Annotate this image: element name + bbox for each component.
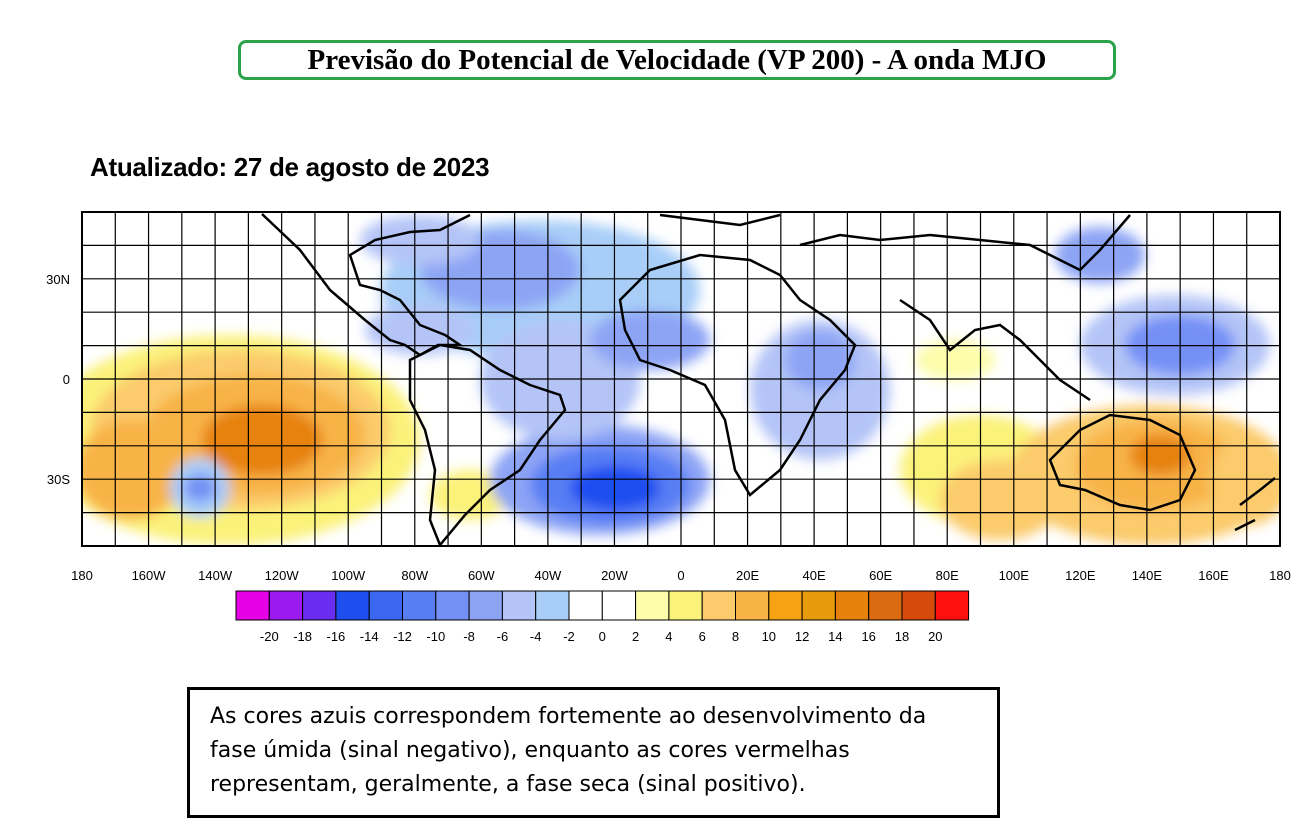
colorbar-swatch: [601, 590, 637, 621]
colorbar-swatch: [768, 590, 803, 621]
colorbar-swatch: [901, 590, 936, 621]
lon-label: 60W: [468, 568, 495, 583]
updated-date: Atualizado: 27 de agosto de 2023: [90, 152, 490, 182]
colorbar-label: 2: [632, 629, 639, 644]
colorbar-label: 0: [599, 629, 606, 644]
colorbar-label: -10: [426, 629, 445, 644]
colorbar-label: -12: [393, 629, 412, 644]
colorbar-swatch: [801, 590, 836, 621]
lon-label: 160E: [1198, 568, 1229, 583]
colorbar-swatch: [834, 590, 870, 621]
lon-label: 80W: [401, 568, 428, 583]
lon-label: 120W: [265, 568, 300, 583]
colorbar-label: 12: [795, 629, 809, 644]
colorbar-label: -18: [293, 629, 312, 644]
lon-label: 180: [71, 568, 93, 583]
note-line-3: representam, geralmente, a fase seca (si…: [210, 772, 806, 797]
colorbar-swatch: [268, 590, 304, 621]
lon-label: 20W: [601, 568, 628, 583]
colorbar-swatch: [468, 590, 503, 621]
lon-label: 80E: [936, 568, 959, 583]
page-title: Previsão do Potencial de Velocidade (VP …: [307, 43, 1047, 76]
colorbar-swatch: [635, 590, 670, 621]
lon-label: 40E: [803, 568, 826, 583]
note-line-1: As cores azuis correspondem fortemente a…: [210, 704, 927, 729]
colorbar-swatch: [435, 590, 470, 621]
colorbar-swatch: [402, 590, 437, 621]
colorbar-swatch: [235, 590, 270, 621]
lat-label-30s: 30S: [47, 472, 70, 487]
colorbar-label: 6: [699, 629, 706, 644]
colorbar-swatch: [335, 590, 370, 621]
colorbar-label: 18: [895, 629, 909, 644]
colorbar-label: 16: [861, 629, 875, 644]
colorbar-labels: -20 -18 -16 -14 -12 -10 -8 -6 -4 -2 0 2 4 6 8 10 12 14 16 1…: [260, 629, 943, 644]
map-field: [82, 212, 1280, 546]
lon-label: 160W: [132, 568, 167, 583]
colorbar-label: -8: [463, 629, 475, 644]
lat-label-30n: 30N: [46, 272, 70, 287]
colorbar-swatch: [535, 590, 570, 621]
lat-label-0: 0: [63, 372, 70, 387]
colorbar-label: -6: [497, 629, 509, 644]
lon-label: 20E: [736, 568, 759, 583]
note-box: As cores azuis correspondem fortemente a…: [187, 687, 1000, 818]
colorbar-label: 8: [732, 629, 739, 644]
colorbar-swatch: [868, 590, 903, 621]
colorbar-swatch: [668, 590, 703, 621]
lon-label: 140E: [1132, 568, 1163, 583]
lon-label: 140W: [198, 568, 233, 583]
title-box: Previsão do Potencial de Velocidade (VP …: [238, 40, 1116, 80]
colorbar-label: -16: [327, 629, 346, 644]
colorbar-label: 4: [665, 629, 672, 644]
lon-label: 100E: [999, 568, 1030, 583]
colorbar-swatch: [501, 590, 537, 621]
lon-label: 0: [677, 568, 684, 583]
lon-label: 100W: [331, 568, 366, 583]
lon-label: 60E: [869, 568, 892, 583]
colorbar-swatch: [701, 590, 737, 621]
colorbar-label: 14: [828, 629, 842, 644]
colorbar-swatch: [368, 590, 404, 621]
lon-label: 180: [1269, 568, 1291, 583]
map-frame: [81, 211, 1281, 547]
colorbar-label: -14: [360, 629, 379, 644]
colorbar-label: -20: [260, 629, 279, 644]
colorbar-swatch: [568, 590, 603, 621]
map-grid: [82, 212, 1280, 546]
lat-axis: 30N 0 30S: [46, 272, 70, 487]
colorbar: [235, 590, 970, 621]
colorbar-label: -2: [563, 629, 575, 644]
note-line-2: fase úmida (sinal negativo), enquanto as…: [210, 738, 850, 763]
colorbar-swatch: [735, 590, 770, 621]
colorbar-label: -4: [530, 629, 542, 644]
lon-axis: 180 160W 140W 120W 100W 80W 60W 40W 20W 0 20E 40E 60…: [71, 568, 1291, 583]
lon-label: 120E: [1065, 568, 1096, 583]
colorbar-label: 20: [928, 629, 942, 644]
colorbar-swatch: [302, 590, 337, 621]
colorbar-label: 10: [762, 629, 776, 644]
lon-label: 40W: [535, 568, 562, 583]
velocity-potential-map: 30N 0 30S 180 160W 140W 120W 100W 80W 60W 40W 20…: [46, 211, 1291, 644]
colorbar-swatch: [934, 590, 970, 621]
